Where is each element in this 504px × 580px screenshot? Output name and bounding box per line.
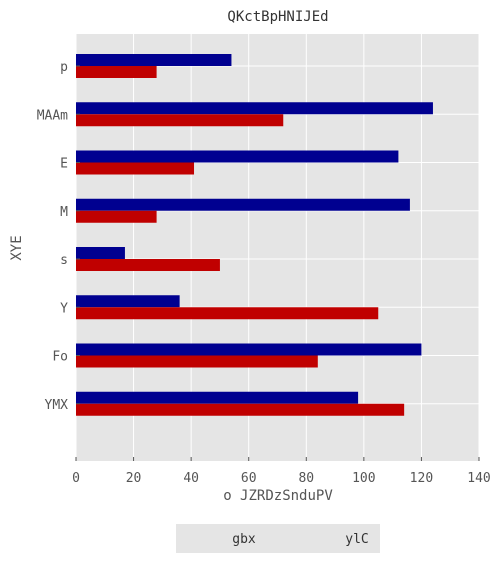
- x-axis-label: o JZRDzSnduPV: [223, 488, 333, 504]
- bar-ylC-MAAm: [76, 114, 284, 127]
- legend: gbx ylC: [176, 524, 380, 553]
- bar-gbx-M: [76, 198, 410, 211]
- bar-gbx-p: [76, 54, 232, 66]
- y-tick-label: Y: [60, 301, 68, 316]
- bar-gbx-YMX: [76, 391, 359, 404]
- bar-gbx-Y: [76, 295, 180, 308]
- chart-title: QKctBpHNIJEd: [227, 9, 328, 25]
- y-axis-label: XYE: [9, 235, 25, 260]
- bar-gbx-E: [76, 150, 399, 163]
- bar-gbx-s: [76, 247, 125, 259]
- x-tick-label: 40: [183, 471, 199, 486]
- legend-label-series-1: gbx: [232, 532, 256, 547]
- bar-ylC-Y: [76, 307, 379, 320]
- x-tick-label: 20: [126, 471, 142, 486]
- x-tick-label: 120: [410, 471, 433, 486]
- y-tick-labels: p MAAm E Ms Y Fo YMX: [37, 60, 80, 413]
- x-tick-label: 140: [467, 471, 490, 486]
- y-tick-label: s: [60, 253, 68, 268]
- x-tick-label: 80: [298, 471, 314, 486]
- y-tick-label: E: [60, 157, 68, 172]
- bar-ylC-E: [76, 162, 195, 175]
- bars-group: [76, 54, 433, 416]
- bar-ylC-s: [76, 259, 220, 271]
- x-tick-label: 0: [72, 471, 80, 486]
- y-tick-label: Fo: [52, 350, 68, 365]
- bar-ylC-YMX: [76, 403, 405, 416]
- x-tick-label: 100: [352, 471, 375, 486]
- y-tick-label: MAAm: [37, 108, 68, 123]
- bar-ylC-p: [76, 66, 157, 78]
- y-tick-label: M: [60, 205, 68, 220]
- y-tick-label: YMX: [45, 398, 69, 413]
- legend-label-series-2: ylC: [345, 532, 368, 547]
- x-tick-labels: 0 20 40 60 80 100 120 140: [72, 457, 491, 486]
- legend-box: [176, 524, 380, 553]
- bar-ylC-Fo: [76, 355, 318, 368]
- y-tick-label: p: [60, 60, 68, 75]
- x-tick-label: 60: [241, 471, 257, 486]
- bar-gbx-MAAm: [76, 102, 433, 115]
- bar-ylC-M: [76, 210, 157, 223]
- bar-gbx-Fo: [76, 343, 422, 356]
